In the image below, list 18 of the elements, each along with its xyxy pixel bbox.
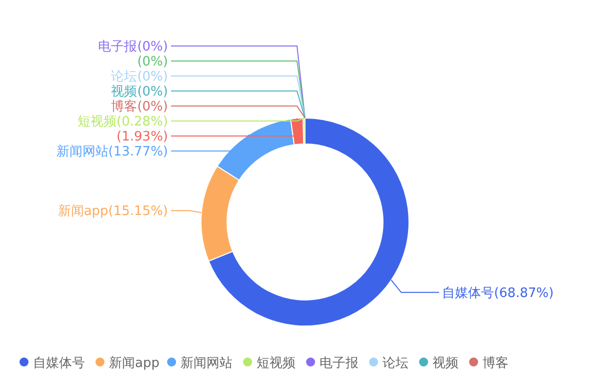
category-label: 新闻网站(13.77%) xyxy=(56,144,168,160)
data-label: (1.93%) xyxy=(116,130,168,145)
category-label: 电子报(0%) xyxy=(98,40,168,55)
legend-label: 新闻app xyxy=(109,356,160,371)
legend-label: 论坛 xyxy=(382,356,409,371)
category-label: 自媒体号(68.87%) xyxy=(442,286,554,301)
legend-label: 电子报 xyxy=(320,356,359,371)
category-label: 博客(0%) xyxy=(111,100,168,115)
category-label: 新闻app(15.15%) xyxy=(58,204,168,220)
legend-label: 新闻网站 xyxy=(180,356,233,371)
legend-label: 博客 xyxy=(482,355,509,371)
text: (0%) xyxy=(137,54,168,70)
legend-label: 短视频 xyxy=(256,356,296,371)
category-label: 视频(0%) xyxy=(111,84,168,100)
category-label: 短视频(0.28%) xyxy=(78,114,168,130)
category-label: 论坛(0%) xyxy=(111,70,168,85)
legend-label: 自媒体号 xyxy=(33,356,85,371)
legend-label: 视频 xyxy=(432,356,459,371)
